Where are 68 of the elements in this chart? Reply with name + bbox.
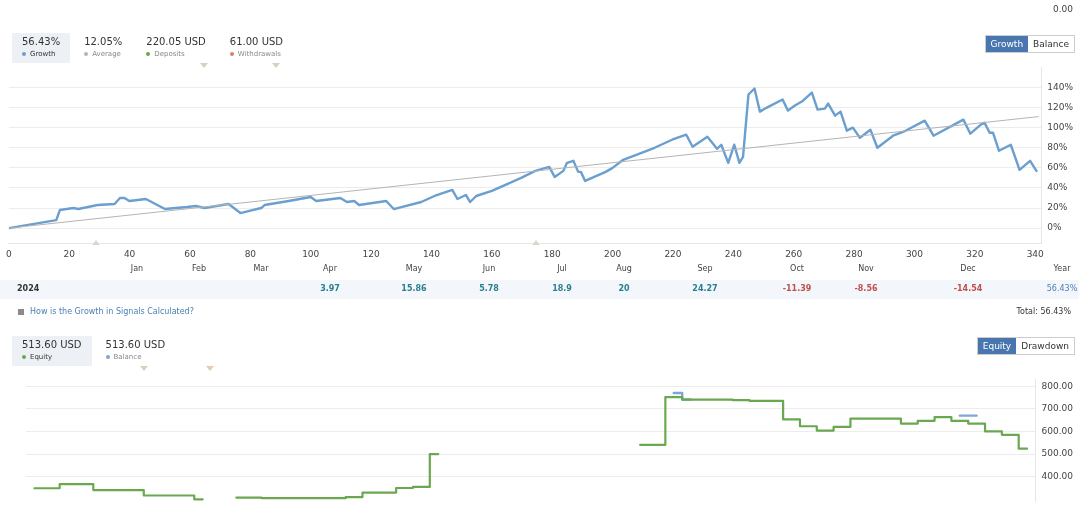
text: 220.05 USD [146, 36, 206, 48]
data-label: 18.9 [552, 284, 572, 293]
x-tick-label: 20 [63, 248, 76, 259]
y-tick-label: 600.00 [1041, 425, 1074, 436]
x-tick-label: Dec [960, 264, 976, 273]
annotation: Total: 56.43% [1016, 307, 1071, 316]
x-tick-label: 180 [543, 248, 562, 259]
x-tick-label: 320 [966, 248, 984, 259]
y-tick-label: 80% [1047, 142, 1068, 153]
x-tick-label: Apr [323, 264, 337, 273]
x-tick-label: Mar [253, 264, 269, 273]
text: 61.00 USD [229, 36, 284, 48]
x-tick-label: 100 [302, 248, 320, 259]
text: 12.05% [84, 36, 123, 48]
x-tick-label: Jun [482, 264, 496, 273]
y-tick-label: 20% [1047, 202, 1068, 213]
data-label: -11.39 [782, 284, 812, 293]
text: Balance [1032, 38, 1070, 51]
x-tick-label: 0 [6, 248, 12, 259]
text: 56.43% [22, 36, 61, 48]
x-tick-label: 200 [604, 248, 622, 259]
data-label: 56.43% [1046, 284, 1078, 293]
y-tick-label: 700.00 [1041, 403, 1074, 414]
x-tick-label: Feb [191, 264, 207, 273]
y-tick-label: 40% [1047, 182, 1068, 193]
x-tick-label: Sep [697, 264, 713, 273]
x-tick-label: 240 [724, 248, 743, 259]
text: Equity [977, 338, 1017, 354]
x-tick-label: 160 [483, 248, 501, 259]
data-label: 5.78 [479, 284, 499, 293]
x-tick-label: 40 [123, 248, 136, 259]
data-label: 24.27 [692, 284, 718, 293]
x-tick-label: 140 [422, 248, 441, 259]
data-label: 15.86 [401, 284, 427, 293]
y-tick-label: 400.00 [1041, 471, 1074, 482]
text: 0.00 [1052, 4, 1073, 14]
x-tick-label: Oct [790, 264, 804, 273]
text: Growth [985, 36, 1029, 52]
x-tick-label: Jan [130, 264, 144, 273]
y-tick-label: 100% [1047, 122, 1074, 133]
x-tick-label: 280 [845, 248, 863, 259]
y-tick-label: 2024 [17, 284, 40, 293]
x-tick-label: May [405, 264, 423, 273]
text: 513.60 USD [22, 339, 82, 351]
y-tick-label: 0% [1047, 222, 1062, 233]
y-tick-label: 140% [1047, 81, 1074, 92]
y-tick-label: 500.00 [1041, 448, 1074, 459]
x-tick-label: 340 [1026, 248, 1045, 259]
annotation: How is the Growth in Signals Calculated? [30, 307, 194, 316]
y-tick-label: 60% [1047, 162, 1068, 173]
x-tick-label: 300 [905, 248, 924, 259]
x-tick-label: 120 [362, 248, 380, 259]
x-tick-label: 220 [664, 248, 682, 259]
x-tick-label: Year [1053, 264, 1071, 273]
text: 513.60 USD [105, 339, 166, 351]
x-tick-label: Aug [616, 264, 632, 273]
x-tick-label: 260 [785, 248, 803, 259]
text: Drawdown [1020, 340, 1070, 353]
x-tick-label: Jul [557, 264, 567, 273]
x-tick-label: 60 [184, 248, 196, 259]
data-label: -8.56 [854, 284, 878, 293]
data-label: 20 [618, 284, 630, 293]
data-label: -14.54 [953, 284, 983, 293]
y-tick-label: 800.00 [1041, 380, 1074, 391]
y-tick-label: 120% [1047, 101, 1074, 112]
data-label: 3.97 [320, 284, 340, 293]
x-tick-label: Nov [858, 264, 874, 273]
x-tick-label: 80 [244, 248, 257, 259]
